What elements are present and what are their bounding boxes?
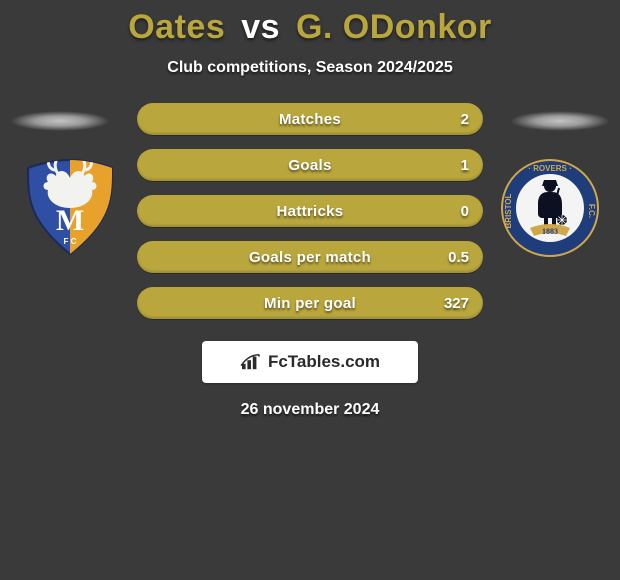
subtitle: Club competitions, Season 2024/2025: [0, 59, 620, 77]
stat-bar-goals: Goals 1: [137, 149, 483, 181]
bristol-rovers-crest: · ROVERS · BRISTOL F.C. 1883: [500, 158, 600, 258]
watermark-text: FcTables.com: [268, 352, 380, 372]
mansfield-town-crest: M F C: [20, 158, 120, 258]
stat-value: 327: [444, 295, 469, 312]
stat-value: 0: [461, 203, 469, 220]
svg-text:F.C.: F.C.: [587, 204, 596, 218]
stat-label: Matches: [279, 111, 341, 128]
stat-value: 0.5: [448, 249, 469, 266]
stat-label: Goals: [288, 157, 331, 174]
player1-name: Oates: [128, 8, 225, 46]
stat-bar-matches: Matches 2: [137, 103, 483, 135]
stat-bar-mpg: Min per goal 327: [137, 287, 483, 319]
page-title: Oates vs G. ODonkor: [0, 0, 620, 47]
comparison-content: M F C · ROVERS · BRISTOL F.C. 1883: [0, 103, 620, 419]
svg-text:BRISTOL: BRISTOL: [504, 193, 513, 228]
player2-shadow: [510, 111, 610, 131]
stat-bar-gpm: Goals per match 0.5: [137, 241, 483, 273]
stat-value: 2: [461, 111, 469, 128]
vs-separator: vs: [241, 8, 280, 46]
watermark: FcTables.com: [202, 341, 418, 383]
player2-name: G. ODonkor: [296, 8, 492, 46]
svg-text:F C: F C: [64, 237, 77, 246]
stat-label: Min per goal: [264, 295, 356, 312]
crest-year: 1883: [542, 227, 558, 236]
svg-text:M: M: [56, 204, 84, 237]
bar-chart-icon: [240, 353, 262, 371]
stats-bars: Matches 2 Goals 1 Hattricks 0 Goals per …: [137, 103, 483, 319]
stat-label: Hattricks: [277, 203, 344, 220]
date-label: 26 november 2024: [0, 401, 620, 419]
player1-shadow: [10, 111, 110, 131]
stat-value: 1: [461, 157, 469, 174]
stat-label: Goals per match: [249, 249, 371, 266]
stat-bar-hattricks: Hattricks 0: [137, 195, 483, 227]
svg-text:· ROVERS ·: · ROVERS ·: [528, 164, 572, 173]
